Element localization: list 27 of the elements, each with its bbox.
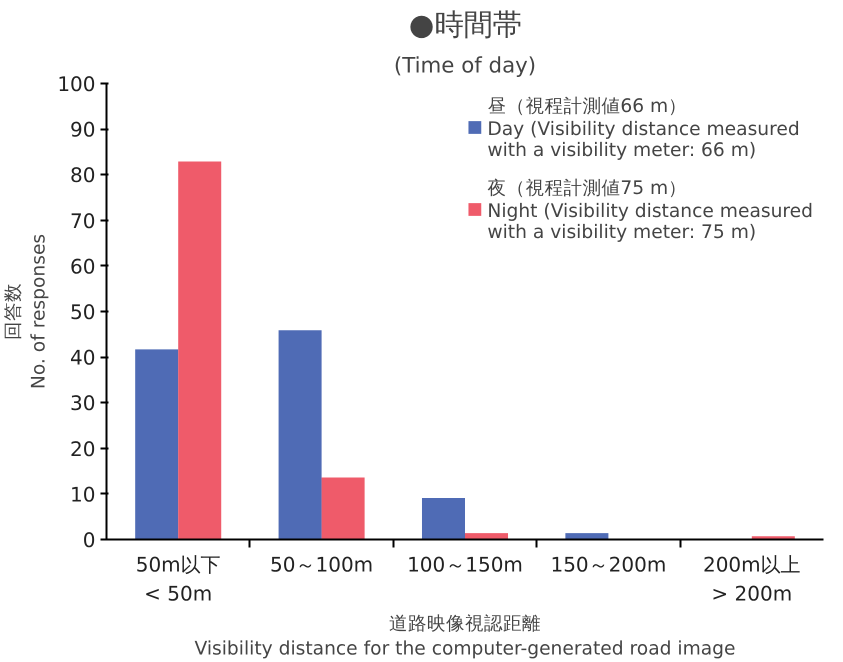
y-tick-label: 40	[70, 346, 96, 370]
y-tick-label: 90	[70, 118, 96, 142]
y-tick-label: 80	[70, 163, 96, 188]
bar	[178, 161, 222, 540]
chart-title: ●時間帯	[408, 8, 522, 42]
bar	[135, 349, 178, 540]
x-axis-title: 道路映像視認距離 Visibility distance for the computer-generated road image	[194, 613, 736, 660]
y-tick-label: 100	[57, 72, 96, 96]
legend-label: 夜（視程計測値75 m） Night (Visibility distance measured with a visibility meter: 75 m)	[487, 177, 813, 243]
chart-subtitle: (Time of day)	[394, 54, 536, 78]
bar	[422, 498, 465, 540]
x-tick-label: 50～100m	[270, 552, 374, 576]
x-tick-label: 150～200m	[550, 552, 666, 576]
bar	[278, 330, 322, 540]
y-tick-label: 50	[70, 300, 96, 324]
y-tick-label: 30	[70, 391, 96, 416]
bar	[322, 477, 365, 540]
x-tick-label: 200m以上 > 200m	[702, 552, 801, 606]
y-axis-title: 回答数 No. of responses	[3, 234, 50, 390]
y-tick-label: 70	[70, 208, 96, 233]
x-tick-label: 100～150m	[407, 552, 523, 576]
y-tick-label: 10	[70, 482, 96, 506]
y-tick-label: 60	[70, 254, 96, 278]
y-tick-label: 20	[70, 436, 96, 461]
legend-label: 昼（視程計測値66 m） Day (Visibility distance measured with a visibility meter: 66 m)	[487, 95, 800, 161]
y-tick-label: 0	[82, 528, 96, 552]
x-tick-label: 50m以下 < 50m	[136, 552, 221, 606]
